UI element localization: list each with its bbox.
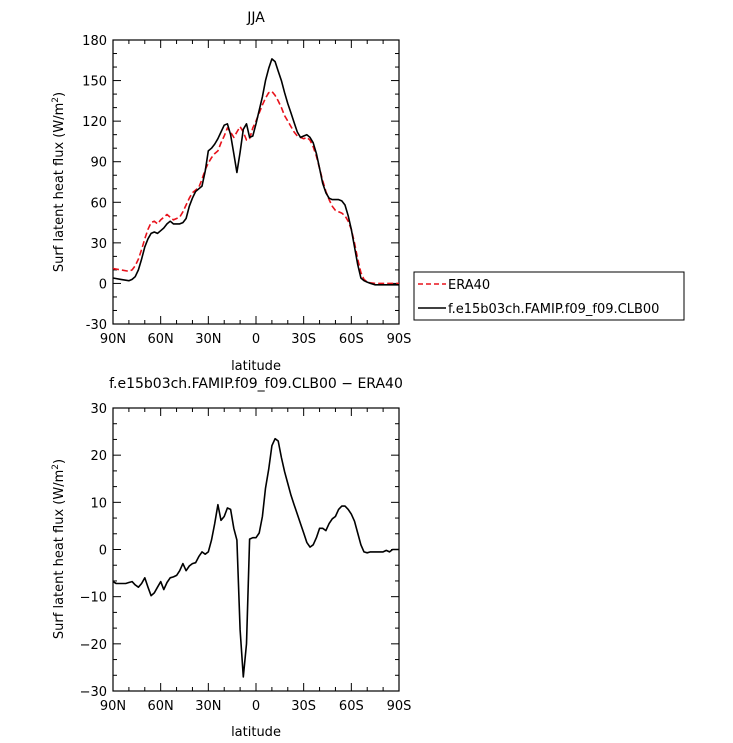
top-y-tick-label: 60 bbox=[90, 196, 107, 211]
top-y-tick-label: 90 bbox=[90, 156, 107, 171]
bottom-x-axis-label: latitude bbox=[231, 725, 281, 740]
top-chart: JJA 90N 60N 30N 0 30S 60S 90S -30 0 30 60 90 120 150 1… bbox=[51, 10, 411, 374]
legend-box bbox=[413, 271, 685, 321]
bottom-y-axis-label: Surf latent heat flux (W/m2) bbox=[51, 459, 67, 639]
bottom-chart-title: f.e15b03ch.FAMIP.f09_f09.CLB00 − ERA40 bbox=[109, 376, 403, 392]
bottom-chart: f.e15b03ch.FAMIP.f09_f09.CLB00 − ERA40 9… bbox=[51, 376, 411, 740]
bottom-y-tick-label: −30 bbox=[80, 685, 107, 700]
top-x-tick-label: 60N bbox=[148, 332, 174, 347]
top-x-tick-label: 30N bbox=[195, 332, 221, 347]
bottom-y-tick-label: 0 bbox=[99, 544, 107, 559]
bottom-plot-area: 90N 60N 30N 0 30S 60S 90S −30 −20 −10 0 10 20 30 bbox=[80, 402, 412, 714]
top-x-tick-label: 0 bbox=[252, 332, 260, 347]
bottom-x-tick-label: 0 bbox=[252, 699, 260, 714]
bottom-y-tick-label: −10 bbox=[80, 591, 107, 606]
top-series-line-0 bbox=[112, 90, 399, 285]
bottom-x-tick-label: 30S bbox=[291, 699, 316, 714]
bottom-x-tick-label: 60S bbox=[339, 699, 364, 714]
top-x-tick-label: 60S bbox=[339, 332, 364, 347]
top-y-tick-label: 30 bbox=[90, 237, 107, 252]
top-x-tick-label: 90N bbox=[100, 332, 126, 347]
bottom-x-tick-label: 90N bbox=[100, 699, 126, 714]
top-x-tick-label: 90S bbox=[387, 332, 412, 347]
top-y-tick-label: 180 bbox=[82, 34, 107, 49]
bottom-x-tick-label: 90S bbox=[387, 699, 412, 714]
top-axes-frame bbox=[112, 39, 400, 325]
bottom-y-tick-label: −20 bbox=[80, 638, 107, 653]
bottom-x-tick-label: 30N bbox=[195, 699, 221, 714]
top-y-tick-label: 150 bbox=[82, 75, 107, 90]
bottom-y-tick-label: 20 bbox=[90, 449, 107, 464]
top-y-tick-label: 0 bbox=[99, 277, 107, 292]
top-chart-title: JJA bbox=[246, 10, 265, 26]
bottom-series-line-0 bbox=[112, 437, 399, 678]
top-x-axis-label: latitude bbox=[231, 359, 281, 374]
top-series-line-1 bbox=[112, 58, 399, 286]
top-y-tick-label: -30 bbox=[86, 318, 107, 333]
top-y-axis-label: Surf latent heat flux (W/m2) bbox=[51, 92, 67, 272]
top-plot-area: 90N 60N 30N 0 30S 60S 90S -30 0 30 60 90 120 150 180 bbox=[82, 34, 411, 347]
bottom-y-tick-label: 30 bbox=[90, 402, 107, 417]
bottom-y-tick-label: 10 bbox=[90, 496, 107, 511]
legend-label-model: f.e15b03ch.FAMIP.f09_f09.CLB00 bbox=[448, 302, 659, 317]
top-y-tick-label: 120 bbox=[82, 115, 107, 130]
legend-label-era40: ERA40 bbox=[448, 278, 490, 293]
bottom-axes-frame bbox=[112, 407, 400, 692]
legend: ERA40 f.e15b03ch.FAMIP.f09_f09.CLB00 bbox=[413, 271, 685, 321]
top-x-tick-label: 30S bbox=[291, 332, 316, 347]
bottom-x-tick-label: 60N bbox=[148, 699, 174, 714]
